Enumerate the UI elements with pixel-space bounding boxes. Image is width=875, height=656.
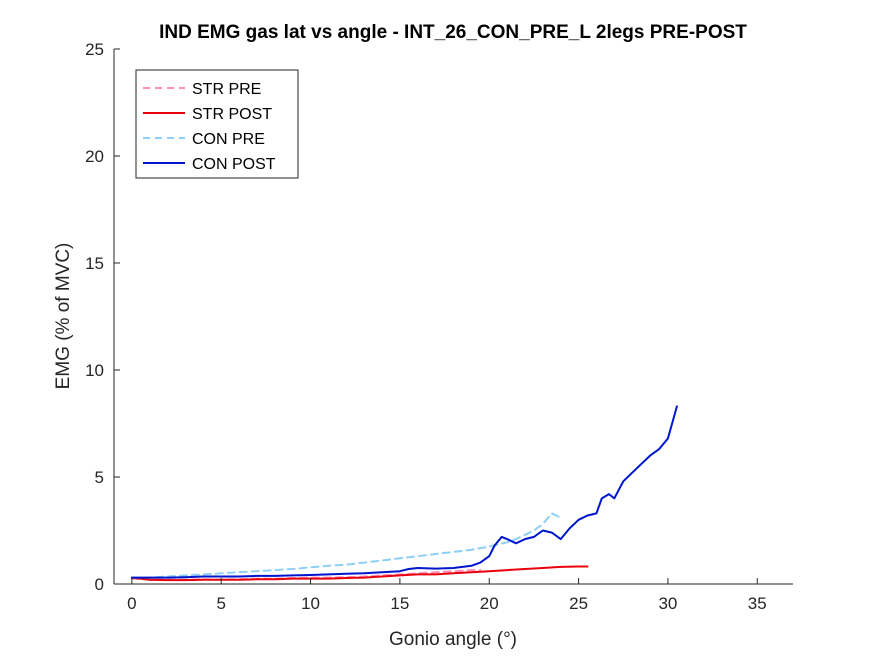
y-tick-label: 5 (95, 468, 104, 487)
series-layer (130, 405, 678, 582)
y-axis-label: EMG (% of MVC) (53, 243, 74, 390)
x-axis-label: Gonio angle (°) (389, 629, 517, 650)
legend: STR PRE STR POST CON PRE CON POST (135, 69, 299, 179)
series-line-con-post (130, 405, 678, 579)
x-tick-label: 20 (480, 594, 499, 613)
x-tick-label: 5 (216, 594, 225, 613)
axes (113, 49, 793, 585)
legend-label: STR POST (192, 106, 272, 123)
x-ticks: 0 5 10 15 20 25 30 35 (127, 578, 767, 613)
legend-box (135, 69, 299, 179)
x-tick-label: 0 (127, 594, 136, 613)
series-line-str-post (130, 565, 589, 582)
y-tick-label: 0 (95, 575, 104, 594)
legend-label: STR PRE (192, 81, 261, 98)
legend-label: CON PRE (192, 131, 265, 148)
y-tick-label: 20 (85, 147, 104, 166)
legend-entries: STR PRE STR POST CON PRE CON POST (143, 81, 276, 173)
chart-title: IND EMG gas lat vs angle - INT_26_CON_PR… (159, 22, 747, 43)
x-tick-label: 30 (658, 594, 677, 613)
y-tick-label: 10 (85, 361, 104, 380)
x-tick-label: 10 (301, 594, 320, 613)
y-tick-label: 15 (85, 254, 104, 273)
series-line-con-pre (130, 512, 562, 579)
x-tick-label: 25 (569, 594, 588, 613)
y-ticks: 0 5 10 15 20 25 (85, 40, 120, 594)
x-tick-label: 15 (390, 594, 409, 613)
legend-label: CON POST (192, 156, 276, 173)
x-tick-label: 35 (748, 594, 767, 613)
y-tick-label: 25 (85, 40, 104, 59)
